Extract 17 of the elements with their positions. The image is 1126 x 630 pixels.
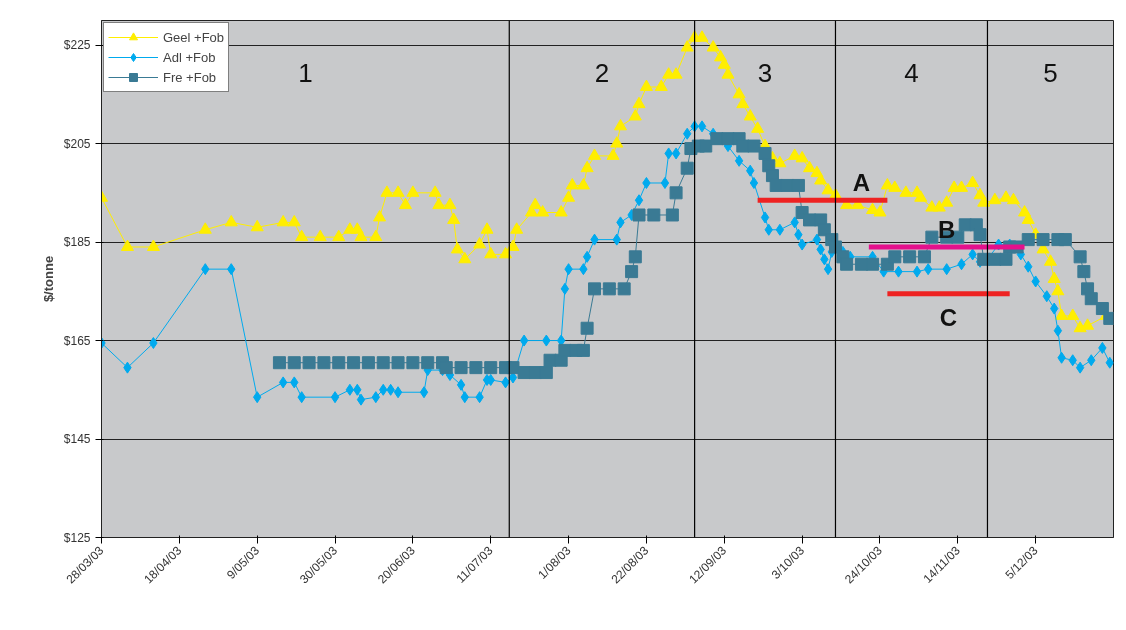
legend-label: Geel +Fob [163,29,225,45]
annotation: 2 [594,57,610,88]
y-tick-label: $225 [63,38,91,53]
y-axis-title: $/tonne [40,255,56,303]
legend-label: Adl +Fob [163,49,216,65]
annotation: 3 [757,57,773,88]
y-tick-label: $125 [63,530,91,545]
y-tick-label: $145 [63,432,91,447]
y-tick-label: $205 [63,136,91,151]
y-tick-label: $185 [63,235,91,250]
legend-label: Fre +Fob [163,69,217,85]
annotation: 1 [298,57,313,88]
series-label: A [852,169,871,197]
annotation: 5 [1043,57,1058,88]
annotation: 4 [904,57,919,88]
y-tick-label: $165 [63,333,91,348]
series-label: C [939,303,958,331]
